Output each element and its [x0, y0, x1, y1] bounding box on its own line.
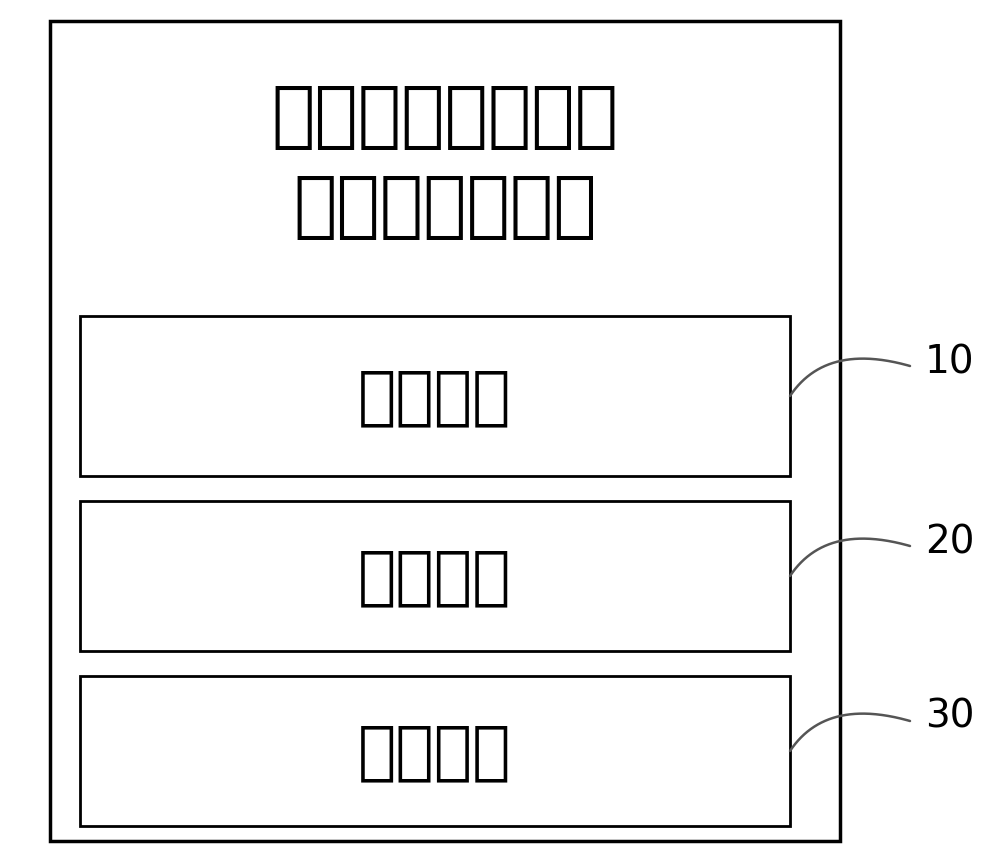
Bar: [80, 501, 790, 651]
Text: 电数据处理装置: 电数据处理装置: [293, 172, 597, 241]
Bar: [80, 676, 790, 826]
Bar: [80, 317, 790, 476]
Text: 10: 10: [925, 343, 975, 381]
Bar: [50, 22, 840, 841]
Text: 获取模块: 获取模块: [358, 366, 512, 428]
Text: 30: 30: [925, 697, 974, 735]
Text: 更新模块: 更新模块: [358, 720, 512, 782]
Text: 基于联邦迁移的脑: 基于联邦迁移的脑: [272, 83, 618, 152]
Text: 生成模块: 生成模块: [358, 545, 512, 607]
Text: 20: 20: [925, 523, 974, 561]
